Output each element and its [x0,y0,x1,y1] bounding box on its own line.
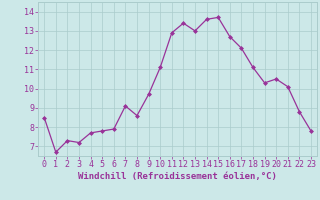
X-axis label: Windchill (Refroidissement éolien,°C): Windchill (Refroidissement éolien,°C) [78,172,277,181]
